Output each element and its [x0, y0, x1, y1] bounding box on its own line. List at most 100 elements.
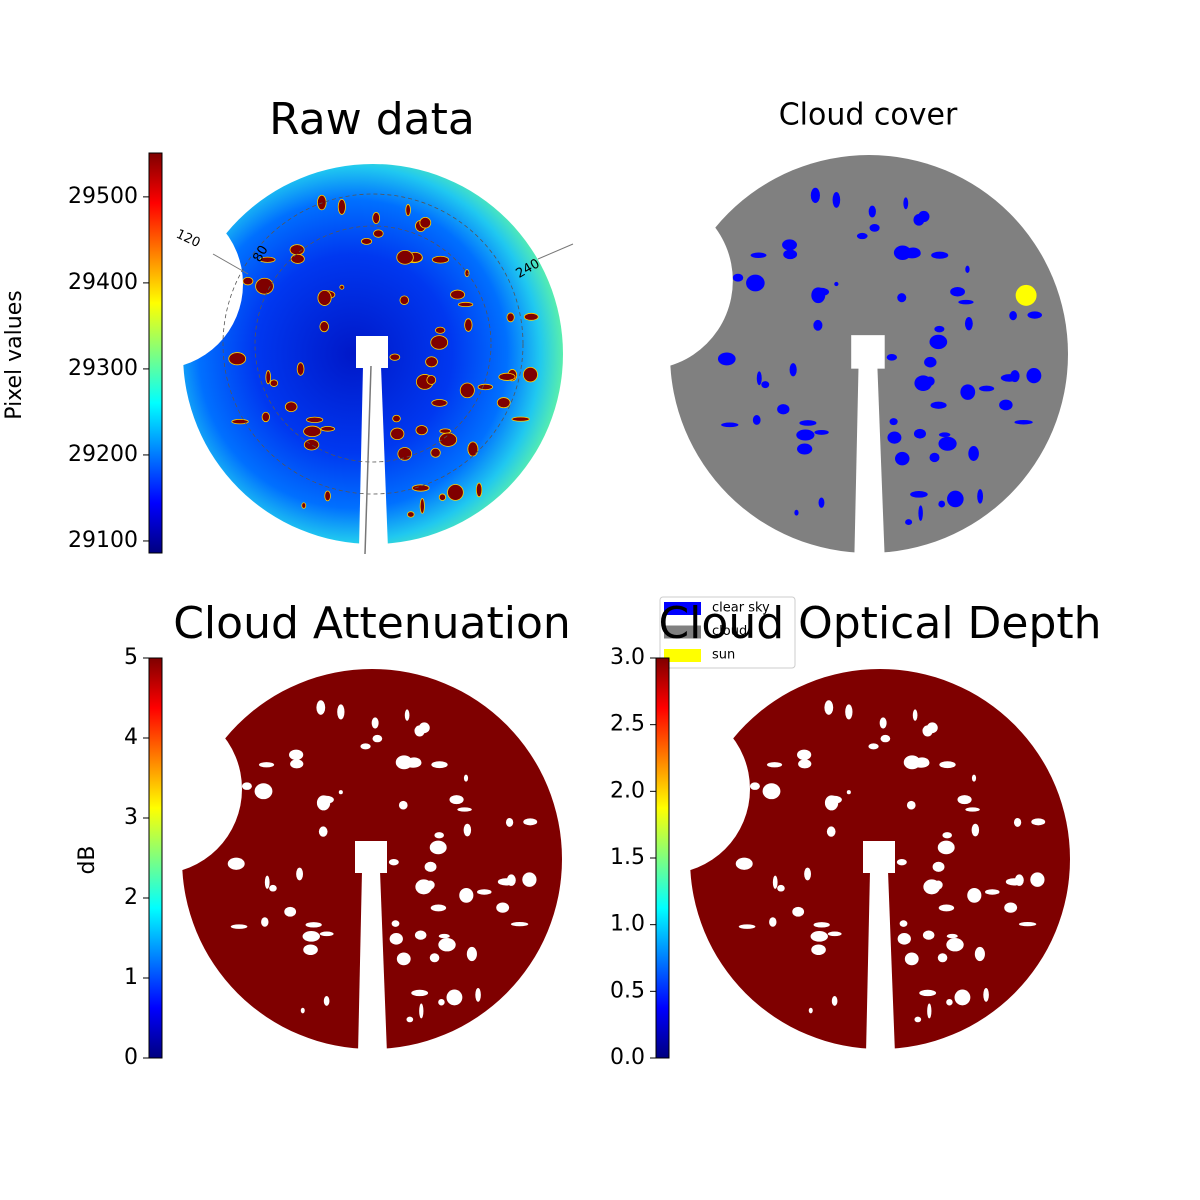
saturated-spot [372, 211, 381, 224]
clear-sky-spot [496, 902, 510, 913]
colorbar-tick-label: 1.5 [610, 845, 645, 870]
clear-sky-spot [889, 418, 898, 426]
saturated-spot [242, 276, 254, 286]
saturated-spot [290, 253, 305, 264]
clear-sky-spot [886, 354, 898, 361]
colorbar-tick-label: 2.5 [610, 712, 645, 737]
saturated-spot [361, 237, 373, 245]
clear-sky-spot [269, 884, 277, 892]
clear-sky-spot [903, 197, 909, 210]
clear-sky-spot [749, 782, 760, 790]
clear-sky-spot [429, 953, 440, 963]
clear-sky-spot [732, 273, 744, 282]
clear-sky-spot [761, 381, 770, 389]
clear-sky-spot [868, 205, 876, 218]
clear-sky-spot [950, 287, 965, 297]
saturated-spot [296, 362, 305, 376]
clear-sky-spot [497, 878, 515, 886]
clear-sky-spot [418, 722, 430, 734]
saturated-spot [431, 255, 450, 264]
clear-sky-spot [337, 704, 345, 720]
clear-sky-spot [810, 931, 828, 942]
clear-sky-spot [505, 817, 514, 827]
clear-sky-spot [899, 920, 908, 927]
sky-image [172, 659, 572, 1059]
saturated-spot [306, 416, 324, 423]
clear-sky-spot [832, 192, 841, 208]
clear-sky-spot [798, 759, 812, 769]
clear-sky-spot [284, 906, 297, 917]
clear-sky-spot [824, 795, 839, 811]
clear-sky-spot [290, 759, 304, 769]
clear-sky-spot [735, 857, 753, 870]
clear-sky-spot [810, 187, 820, 203]
colorbar-tick-label: 2.0 [610, 778, 645, 803]
sky-disc [172, 659, 572, 1059]
colorbar-tick-label: 29500 [68, 184, 138, 209]
saturated-spot [447, 484, 464, 501]
clear-sky-spot [1031, 818, 1046, 826]
clear-sky-spot [910, 490, 928, 498]
colorbar-label: Pixel values [2, 290, 27, 419]
clear-sky-spot [811, 944, 826, 955]
clear-sky-spot [965, 265, 970, 273]
elevation-ring [222, 193, 524, 495]
saturated-spot [523, 312, 539, 321]
clear-sky-spot [799, 420, 817, 426]
saturated-spot [431, 399, 448, 407]
clear-sky-spot [1026, 368, 1042, 384]
saturated-spot [496, 397, 511, 409]
saturated-spot [419, 498, 425, 514]
elevation-ring [254, 225, 492, 463]
clear-sky-spot [880, 734, 891, 743]
colorbar-tick-label: 29100 [68, 528, 138, 553]
clear-sky-spot [510, 921, 529, 927]
colorbar [148, 152, 163, 554]
colorbar-label: dB [75, 845, 100, 874]
clear-sky-spot [937, 953, 948, 963]
saturated-spot [324, 490, 331, 502]
clear-sky-spot [974, 946, 985, 962]
colorbar-tick-label: 1.0 [610, 912, 645, 937]
saturated-spot [303, 439, 320, 451]
clear-sky-spot [777, 404, 790, 415]
clear-sky-spot [264, 875, 270, 889]
saturated-spot [317, 289, 332, 306]
saturated-spot [459, 382, 475, 399]
clear-sky-spot [934, 325, 945, 333]
clear-sky-spot [752, 414, 761, 425]
clear-sky-spot [258, 762, 275, 768]
clear-sky-spot [818, 497, 825, 508]
clear-sky-spot [971, 774, 977, 782]
clear-sky-spot [391, 920, 400, 927]
clear-sky-spot [750, 252, 767, 259]
clear-sky-spot [318, 826, 328, 837]
saturated-spot [522, 366, 538, 383]
colorbar-tick-label: 29200 [68, 442, 138, 467]
clear-sky-spot [230, 924, 248, 929]
clear-sky-spot [906, 800, 916, 810]
clear-sky-spot [946, 998, 953, 1006]
clear-sky-spot [475, 988, 481, 1002]
clear-sky-spot [323, 996, 330, 1006]
clear-sky-spot [395, 755, 413, 770]
colorbar-tick-label: 3.0 [610, 645, 645, 670]
saturated-spot [339, 284, 345, 290]
clear-sky-spot [811, 287, 826, 304]
clear-sky-spot [721, 422, 739, 428]
clear-sky-spot [824, 700, 834, 715]
clear-sky-spot [289, 749, 304, 760]
colorbar-tick-label: 3 [124, 805, 138, 830]
clear-sky-spot [985, 889, 1000, 895]
saturated-spot [301, 502, 307, 509]
legend-swatch [664, 602, 701, 615]
clear-sky-spot [965, 807, 980, 812]
colorbar-tick-label: 1 [124, 965, 138, 990]
clear-sky-spot [338, 790, 343, 795]
clear-sky-spot [792, 906, 805, 917]
clear-sky-spot [1014, 419, 1033, 425]
saturated-spot [498, 372, 516, 381]
clear-sky-spot [296, 867, 304, 881]
saturated-spot [430, 447, 441, 458]
clear-sky-spot [938, 500, 946, 508]
